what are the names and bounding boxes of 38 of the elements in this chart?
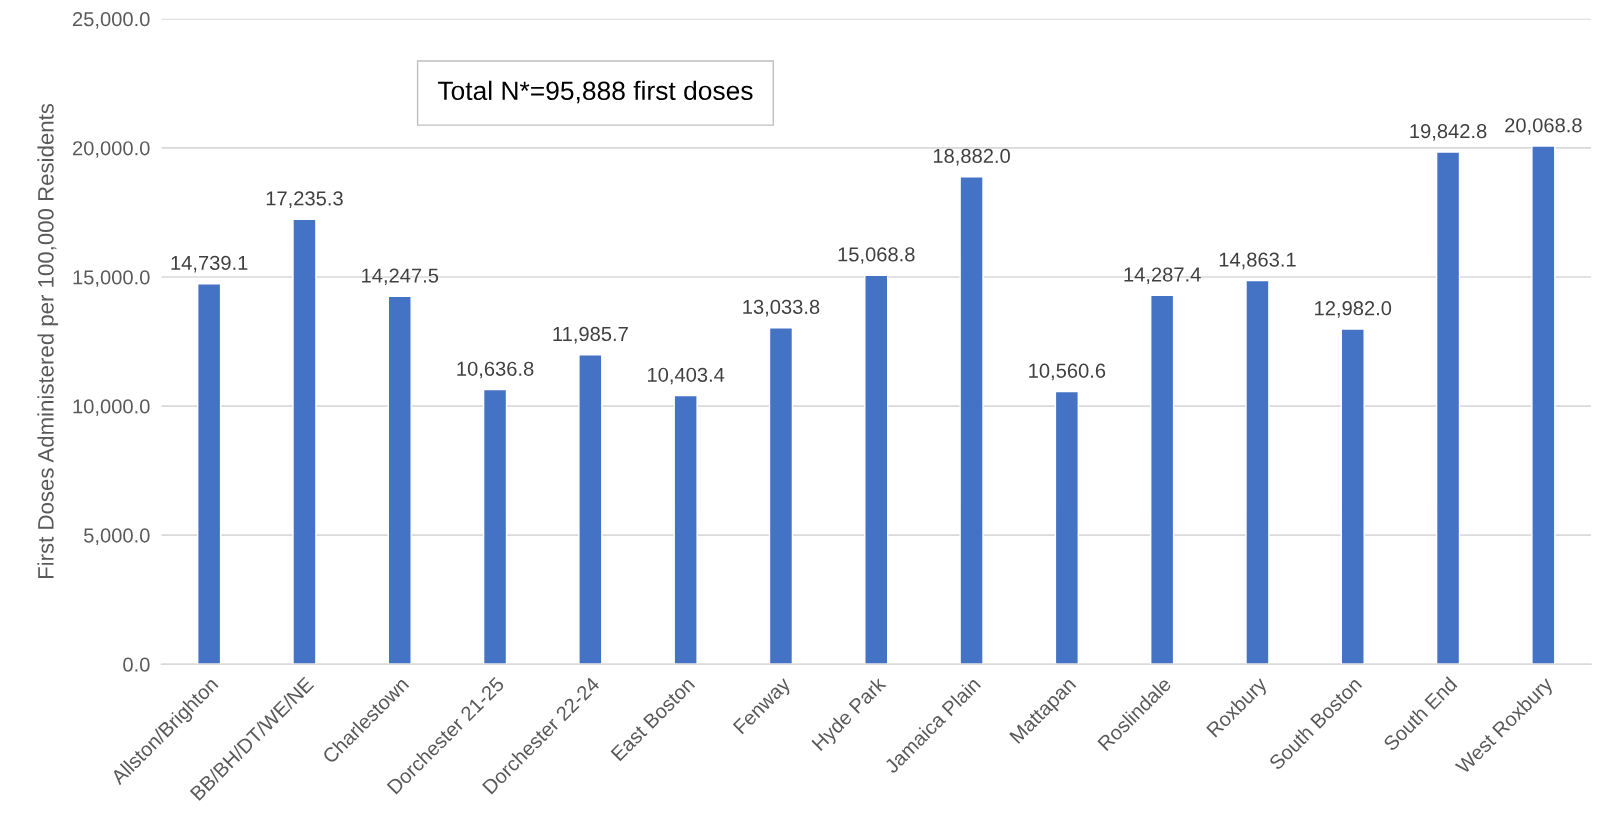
- data-label: 12,982.0: [1315, 301, 1392, 318]
- data-label: 20,068.8: [1505, 118, 1582, 135]
- y-tick-label: 5,000.0: [84, 528, 150, 546]
- data-label: 10,636.8: [457, 361, 534, 379]
- bar: [1531, 145, 1556, 665]
- data-label: 11,985.7: [553, 326, 628, 344]
- data-label: 18,882.0: [933, 148, 1010, 166]
- data-label: 19,842.8: [1410, 123, 1487, 141]
- bar: [768, 327, 794, 665]
- data-label: 13,033.8: [743, 299, 820, 317]
- bar: [1340, 328, 1365, 665]
- bar: [292, 218, 317, 665]
- bar: [673, 394, 698, 665]
- y-tick-label: 10,000.0: [73, 399, 150, 416]
- bar: [1054, 390, 1079, 665]
- bar: [197, 283, 222, 665]
- bar: [1245, 279, 1270, 665]
- y-axis-title: First Doses Administered per 100,000 Residents: [37, 103, 59, 579]
- data-label: 14,863.1: [1219, 252, 1296, 270]
- bar: [578, 354, 603, 665]
- y-tick-label: 15,000.0: [73, 270, 150, 287]
- y-tick-label: 20,000.0: [73, 141, 150, 158]
- y-tick-label: 25,000.0: [73, 12, 150, 29]
- data-label: 17,235.3: [266, 191, 343, 208]
- bar: [959, 176, 984, 665]
- data-label: 14,247.5: [362, 268, 439, 286]
- data-label: 15,068.8: [838, 247, 915, 264]
- bar: [482, 388, 508, 665]
- bar: [864, 274, 889, 665]
- data-label: 14,287.4: [1124, 267, 1201, 285]
- data-label: 10,403.4: [647, 367, 725, 385]
- bar: [387, 295, 412, 665]
- bar: [1435, 151, 1461, 665]
- bar: [1150, 294, 1175, 665]
- y-tick-label: 0.0: [123, 657, 150, 672]
- annotation: Total N*=95,888 first doses: [437, 80, 753, 104]
- data-label: 10,560.6: [1029, 363, 1106, 381]
- data-label: 14,739.1: [171, 255, 248, 273]
